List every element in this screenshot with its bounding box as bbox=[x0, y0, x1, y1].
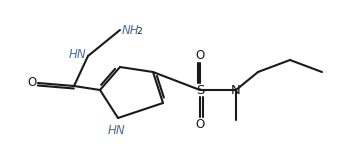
Text: HN: HN bbox=[107, 124, 125, 137]
Text: O: O bbox=[195, 49, 205, 62]
Text: HN: HN bbox=[69, 49, 86, 61]
Text: NH: NH bbox=[122, 24, 139, 37]
Text: 2: 2 bbox=[136, 27, 142, 37]
Text: N: N bbox=[231, 83, 241, 97]
Text: O: O bbox=[195, 118, 205, 131]
Text: O: O bbox=[27, 76, 36, 90]
Text: S: S bbox=[196, 83, 204, 97]
